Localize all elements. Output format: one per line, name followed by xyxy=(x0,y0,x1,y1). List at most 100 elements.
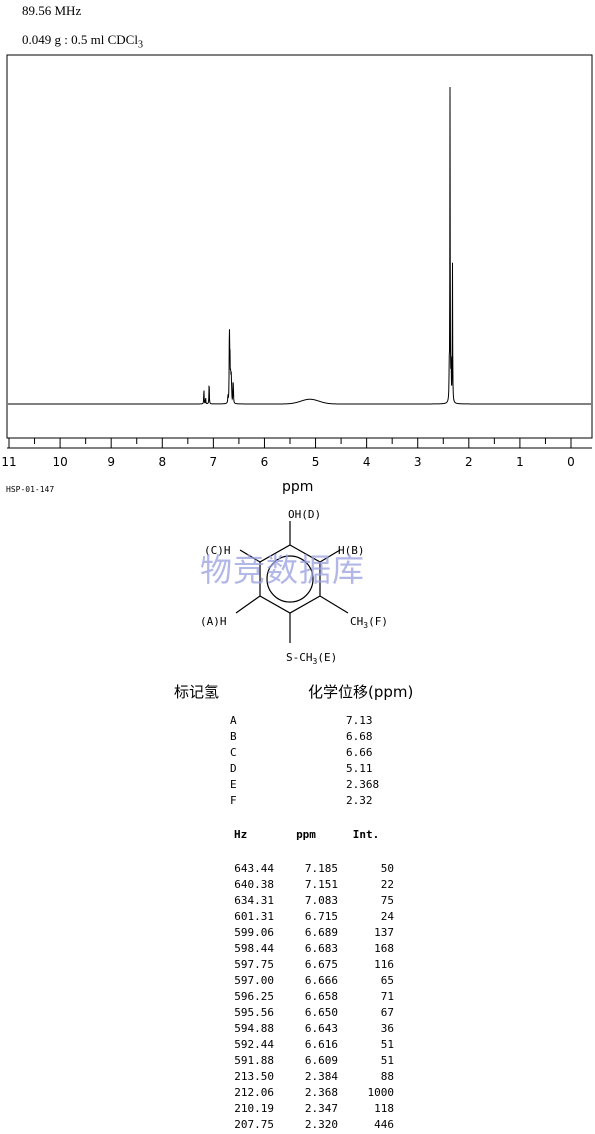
x-tick-label: 1 xyxy=(516,455,524,469)
peak-int: 168 xyxy=(374,942,394,955)
peak-row: 595.56 6.650 67 xyxy=(212,1006,394,1022)
peak-row: 601.31 6.715 24 xyxy=(212,910,394,926)
peak-int: 71 xyxy=(380,990,394,1003)
col-ppm: ppm xyxy=(296,828,316,841)
peak-hz: 596.25 xyxy=(234,990,274,1003)
peak-ppm: 6.658 xyxy=(304,990,338,1003)
peak-ppm: 6.689 xyxy=(304,926,338,939)
peak-hz: 601.31 xyxy=(234,910,274,923)
spectrum-id: HSP-01-147 xyxy=(6,485,55,494)
peak-int: 75 xyxy=(380,894,394,907)
x-tick-label: 5 xyxy=(312,455,320,469)
peak-ppm: 2.320 xyxy=(304,1118,338,1131)
molecule-structure: OH(D) (C)H H(B) (A)H CH3(F) S-CH3(E) xyxy=(200,508,388,666)
peak-int: 51 xyxy=(380,1054,394,1067)
assignment-table: A 7.13 B 6.68 C 6.66 D 5.11 E 2.368 F 2.32 xyxy=(230,714,379,810)
peak-table: Hz ppm Int. 643.44 7.185 50 640.38 7.151 22 63… xyxy=(212,828,394,1134)
peak-row: 640.38 7.151 22 xyxy=(212,878,394,894)
assignment-row: D 5.11 xyxy=(230,762,379,778)
sample-subscript: 3 xyxy=(137,39,143,51)
peak-hz: 599.06 xyxy=(234,926,274,939)
assignment-shift: 2.32 xyxy=(346,794,373,807)
assignment-row: C 6.66 xyxy=(230,746,379,762)
peak-int: 137 xyxy=(374,926,394,939)
assignment-row: F 2.32 xyxy=(230,794,379,810)
peak-row: 591.88 6.609 51 xyxy=(212,1054,394,1070)
peak-hz: 212.06 xyxy=(234,1086,274,1099)
aromatic-circle xyxy=(266,555,314,603)
watermark-text: 物竞数据库 xyxy=(200,551,366,589)
assignment-label: F xyxy=(230,794,237,807)
spectrum-trace xyxy=(8,86,591,405)
peak-hz: 594.88 xyxy=(234,1022,274,1035)
peak-int: 1000 xyxy=(367,1086,395,1099)
peak-int: 50 xyxy=(380,862,394,875)
bond-ha xyxy=(235,595,261,614)
peak-ppm: 6.675 xyxy=(304,958,338,971)
peak-hz: 213.50 xyxy=(234,1070,274,1083)
peak-hz: 595.56 xyxy=(234,1006,274,1019)
peak-row: 634.31 7.083 75 xyxy=(212,894,394,910)
peak-row: 212.06 2.368 1000 xyxy=(212,1086,394,1102)
label-ha: (A)H xyxy=(200,615,227,628)
peak-row: 596.25 6.658 71 xyxy=(212,990,394,1006)
x-tick-label: 4 xyxy=(363,455,371,469)
sample-text: 0.049 g : 0.5 ml CDCl xyxy=(22,32,138,47)
peak-int: 24 xyxy=(380,910,394,923)
x-tick-label: 11 xyxy=(1,455,16,469)
peak-int: 116 xyxy=(374,958,394,971)
peak-ppm: 6.650 xyxy=(304,1006,338,1019)
sch3-tail: (E) xyxy=(317,651,337,664)
assignment-header-shift: 化学位移(ppm) xyxy=(308,683,414,701)
peak-hz: 634.31 xyxy=(234,894,274,907)
peak-hz: 592.44 xyxy=(234,1038,274,1051)
peak-row: 597.00 6.666 65 xyxy=(212,974,394,990)
plot-frame xyxy=(6,54,593,439)
peak-row: 207.75 2.320 446 xyxy=(212,1118,394,1134)
assignment-shift: 7.13 xyxy=(346,714,373,727)
assignment-shift: 2.368 xyxy=(346,778,380,791)
peak-row: 592.44 6.616 51 xyxy=(212,1038,394,1054)
ch3f-tail: (F) xyxy=(368,615,388,628)
x-axis-label: ppm xyxy=(282,479,314,495)
peak-row: 210.19 2.347 118 xyxy=(212,1102,394,1118)
assignment-row: E 2.368 xyxy=(230,778,379,794)
peak-ppm: 6.616 xyxy=(304,1038,338,1051)
assignment-label: B xyxy=(230,730,237,743)
peak-hz: 597.00 xyxy=(234,974,274,987)
nmr-spectrum-chart: 11 10 9 8 7 6 5 4 3 2 1 0 xyxy=(1,54,593,469)
col-hz: Hz xyxy=(234,828,248,841)
assignment-shift: 5.11 xyxy=(346,762,373,775)
peak-ppm: 2.368 xyxy=(304,1086,338,1099)
label-oh: OH(D) xyxy=(288,508,321,521)
ch3f-main: CH xyxy=(350,615,363,628)
assignment-row: A 7.13 xyxy=(230,714,379,730)
assignment-shift: 6.66 xyxy=(346,746,373,759)
bond-ch3f xyxy=(319,595,349,614)
peak-int: 51 xyxy=(380,1038,394,1051)
label-ch3f: CH3(F) xyxy=(350,615,388,630)
peak-hz: 591.88 xyxy=(234,1054,274,1067)
peak-hz: 640.38 xyxy=(234,878,274,891)
peak-int: 67 xyxy=(380,1006,394,1019)
bond-hb xyxy=(319,549,341,563)
peak-int: 118 xyxy=(374,1102,394,1115)
peak-row: 594.88 6.643 36 xyxy=(212,1022,394,1038)
x-tick-label: 0 xyxy=(567,455,575,469)
peak-hz: 598.44 xyxy=(234,942,274,955)
bond-hc xyxy=(239,549,261,563)
spectrometer-frequency: 89.56 MHz xyxy=(22,3,82,18)
ch3f-sub: 3 xyxy=(363,621,368,630)
peak-rows: 643.44 7.185 50 640.38 7.151 22 634.31 7.083 75 6… xyxy=(212,862,394,1134)
assignment-shift: 6.68 xyxy=(346,730,373,743)
peak-row: 599.06 6.689 137 xyxy=(212,926,394,942)
peak-row: 643.44 7.185 50 xyxy=(212,862,394,878)
peak-int: 88 xyxy=(380,1070,394,1083)
label-sch3: S-CH3(E) xyxy=(286,651,337,666)
peak-ppm: 6.609 xyxy=(304,1054,338,1067)
assignment-header-label: 标记氢 xyxy=(174,683,220,701)
assignment-label: A xyxy=(230,714,237,727)
x-tick-label: 8 xyxy=(158,455,166,469)
peak-hz: 210.19 xyxy=(234,1102,274,1115)
peak-ppm: 6.683 xyxy=(304,942,338,955)
